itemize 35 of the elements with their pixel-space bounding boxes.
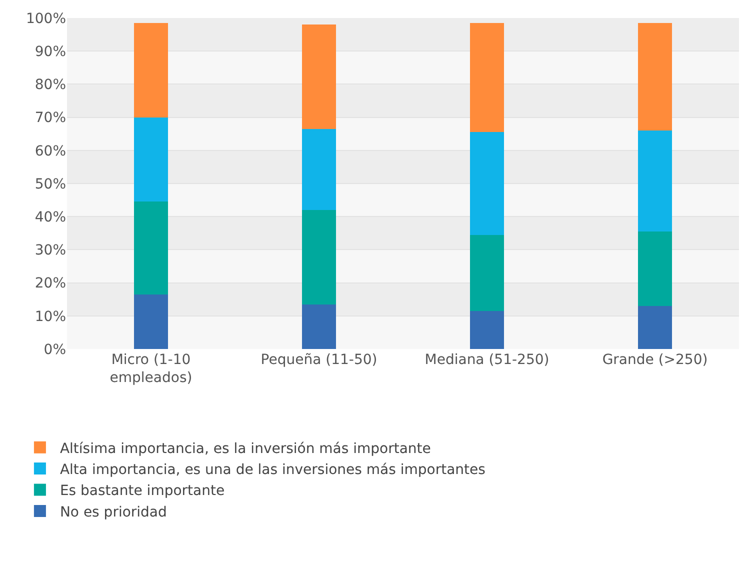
legend-label: No es prioridad (60, 504, 167, 520)
y-tick-label: 0% (44, 342, 66, 358)
legend-label: Es bastante importante (60, 483, 225, 500)
y-tick-label: 60% (34, 143, 66, 160)
y-tick-label: 10% (34, 308, 66, 325)
y-tick-label: 50% (34, 176, 66, 192)
bar (470, 310, 504, 349)
x-tick-label: Pequeña (11-50) (260, 352, 378, 368)
bar (302, 128, 336, 210)
bar (302, 304, 336, 349)
y-tick-label: 20% (34, 276, 66, 292)
bar (134, 22, 168, 118)
y-tick-label: 70% (34, 110, 66, 126)
bar (638, 306, 672, 349)
y-tick-label: 30% (34, 242, 66, 259)
bar (302, 24, 336, 129)
y-tick-label: 40% (34, 210, 66, 226)
x-tick-label: Micro (1-10 empleados) (110, 352, 192, 386)
bar (302, 210, 336, 304)
bar (470, 132, 504, 235)
y-tick-label: 100% (26, 10, 66, 27)
legend-label: Altísima importancia, es la inversión más importante (60, 440, 431, 457)
bar (470, 234, 504, 311)
bar (638, 232, 672, 306)
bar (638, 130, 672, 232)
x-tick-label: Grande (>250) (602, 352, 708, 368)
x-tick-label: Mediana (51-250) (424, 352, 550, 368)
legend-label: Alta importancia, es una de las inversiones más importantes (60, 462, 486, 478)
bar (638, 22, 672, 131)
bar (134, 117, 168, 202)
y-tick-label: 90% (34, 44, 66, 60)
bar (470, 22, 504, 132)
bar (134, 202, 168, 294)
bar (134, 294, 168, 349)
y-tick-label: 80% (34, 77, 66, 94)
